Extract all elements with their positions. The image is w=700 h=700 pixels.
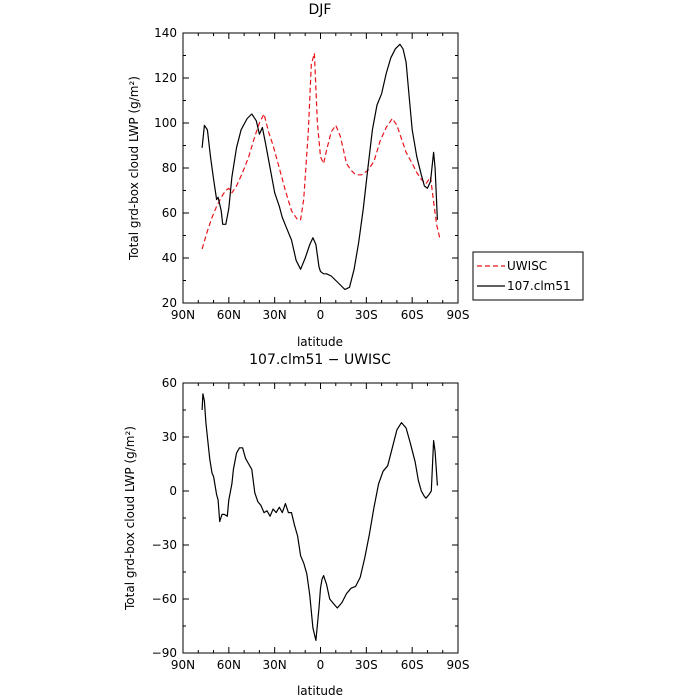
- legend: UWISC 107.clm51: [472, 251, 584, 301]
- plot-frame: [182, 382, 459, 654]
- legend-box: [472, 251, 584, 301]
- y-tick-label: 140: [154, 26, 177, 40]
- x-tick-label: 60N: [217, 658, 241, 672]
- legend-label-uwisc: UWISC: [507, 259, 547, 273]
- y-tick-label: 100: [154, 116, 177, 130]
- plot-frame: [182, 32, 459, 304]
- y-tick-labels: −90 −60 −30 0 30 60: [152, 376, 177, 660]
- x-tick-label: 90N: [171, 658, 195, 672]
- y-tick-label: −60: [152, 592, 177, 606]
- series-line-107-clm51: [201, 43, 438, 291]
- y-axis-label: Total grd-box cloud LWP (g/m²): [127, 76, 141, 261]
- series-group: [201, 393, 438, 642]
- x-tick-labels: 90N 60N 30N 0 30S 60S 90S: [171, 658, 470, 672]
- panel-title: DJF: [309, 2, 332, 18]
- x-axis-label: latitude: [297, 335, 343, 349]
- y-tick-labels: 20 40 60 80 100 120 140: [154, 26, 177, 310]
- x-tick-label: 90N: [171, 308, 195, 322]
- y-axis-label: Total grd-box cloud LWP (g/m²): [123, 426, 137, 611]
- axis-ticks: [182, 382, 459, 654]
- x-tick-label: 60N: [217, 308, 241, 322]
- series-line-series-0: [201, 393, 438, 642]
- x-tick-label: 90S: [447, 308, 470, 322]
- x-tick-label: 60S: [401, 658, 424, 672]
- panel-title: 107.clm51 − UWISC: [249, 352, 391, 368]
- y-tick-label: 20: [162, 296, 177, 310]
- x-axis-label: latitude: [297, 684, 343, 698]
- y-tick-label: 60: [162, 376, 177, 390]
- y-tick-label: 0: [169, 484, 177, 498]
- legend-label-clm51: 107.clm51: [507, 279, 571, 293]
- x-tick-labels: 90N 60N 30N 0 30S 60S 90S: [171, 308, 470, 322]
- y-tick-label: 40: [162, 251, 177, 265]
- series-group: [201, 43, 441, 291]
- axis-ticks: [182, 32, 459, 304]
- djf-panel: DJF 90N 60N 30N 0 30S 60S 90S 20 40 60 80 100 120 14…: [127, 2, 469, 349]
- x-tick-label: 30S: [355, 308, 378, 322]
- x-tick-label: 90S: [447, 658, 470, 672]
- x-tick-label: 30S: [355, 658, 378, 672]
- series-line-uwisc: [201, 52, 441, 250]
- y-tick-label: 60: [162, 206, 177, 220]
- y-tick-label: −30: [152, 538, 177, 552]
- y-tick-label: 120: [154, 71, 177, 85]
- y-tick-label: 30: [162, 430, 177, 444]
- x-tick-label: 0: [317, 308, 325, 322]
- x-tick-label: 0: [317, 658, 325, 672]
- x-tick-label: 60S: [401, 308, 424, 322]
- difference-panel: 107.clm51 − UWISC 90N 60N 30N 0 30S 60S 90S −9…: [123, 352, 469, 698]
- x-tick-label: 30N: [263, 308, 287, 322]
- y-tick-label: 80: [162, 161, 177, 175]
- y-tick-label: −90: [152, 646, 177, 660]
- x-tick-label: 30N: [263, 658, 287, 672]
